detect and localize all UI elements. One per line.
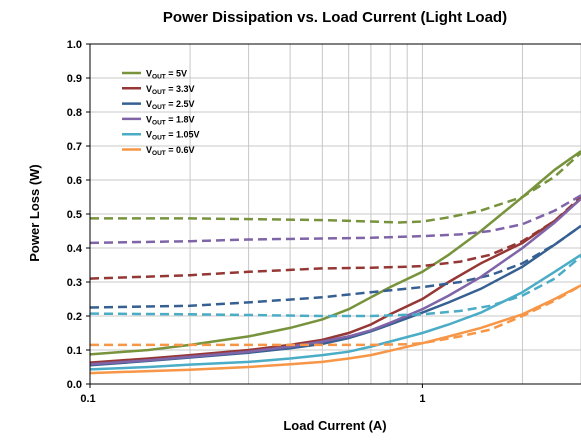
y-tick-label: 0.6 [67, 175, 82, 187]
y-tick-label: 0.1 [67, 345, 82, 357]
series-1-solid-line [89, 197, 581, 364]
y-tick-label: 1.0 [67, 39, 82, 51]
series-lines-layer [89, 150, 581, 375]
chart-title: Power Dissipation vs. Load Current (Ligh… [163, 9, 507, 26]
series-5-solid-line [89, 284, 581, 375]
series-2-dashed-line [89, 224, 581, 309]
series-0-dashed-line [90, 151, 581, 224]
legend-item: VOUT = 5V [122, 69, 187, 81]
legend: VOUT = 5V VOUT = 3.3V VOUT = 2.5V VOUT = 1.… [122, 69, 200, 157]
y-tick-label: 0.7 [67, 141, 82, 153]
series-3-solid-line [89, 197, 581, 366]
legend-label: VOUT = 1.05V [146, 130, 200, 142]
legend-item: VOUT = 2.5V [122, 99, 195, 111]
axis-layer: 0.0 0.1 0.2 0.3 0.4 0.5 0.6 0.7 0.8 0.9 1.0 0.1 1 [67, 39, 581, 405]
series-0-solid-line [89, 150, 581, 356]
legend-label: VOUT = 1.8V [146, 114, 195, 126]
legend-label: VOUT = 5V [146, 69, 187, 81]
y-tick-label: 0.9 [67, 73, 82, 85]
legend-label: VOUT = 0.6V [146, 145, 195, 157]
legend-label: VOUT = 3.3V [146, 84, 195, 96]
x-tick-label: 0.1 [80, 393, 95, 405]
y-tick-label: 0.2 [67, 311, 82, 323]
grid-layer [90, 43, 581, 384]
y-tick-label: 0.4 [67, 243, 83, 255]
y-tick-label: 0.5 [67, 209, 82, 221]
y-tick-label: 0.0 [67, 379, 82, 391]
legend-item: VOUT = 1.8V [122, 114, 195, 126]
y-tick-label: 0.3 [67, 277, 82, 289]
x-axis-label: Load Current (A) [283, 418, 386, 433]
legend-label: VOUT = 2.5V [146, 99, 195, 111]
x-tick-label: 1 [419, 393, 425, 405]
series-4-solid-line [89, 253, 581, 371]
legend-item: VOUT = 0.6V [122, 145, 195, 157]
y-axis-label: Power Loss (W) [27, 164, 42, 262]
y-tick-label: 0.8 [67, 107, 82, 119]
legend-item: VOUT = 1.05V [122, 130, 200, 142]
legend-item: VOUT = 3.3V [122, 84, 195, 96]
